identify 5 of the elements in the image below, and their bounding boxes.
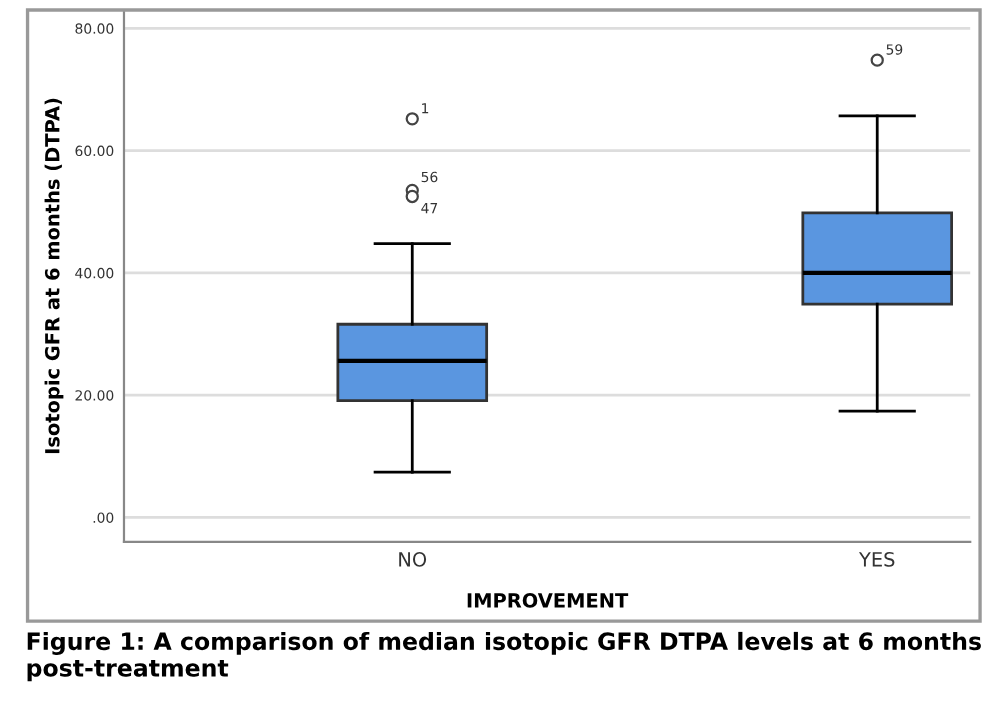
x-tick-label: YES (858, 551, 895, 567)
x-tick-label: NO (399, 551, 427, 567)
x-axis-title: IMPROVEMENT (467, 593, 629, 608)
y-axis-title: Isotopic GFR at 6 months (DTPA) (44, 98, 64, 454)
caption: Figure 1: A comparison of median isotopic GFR DTPA levels at 6 months post-treatment (27, 631, 981, 682)
